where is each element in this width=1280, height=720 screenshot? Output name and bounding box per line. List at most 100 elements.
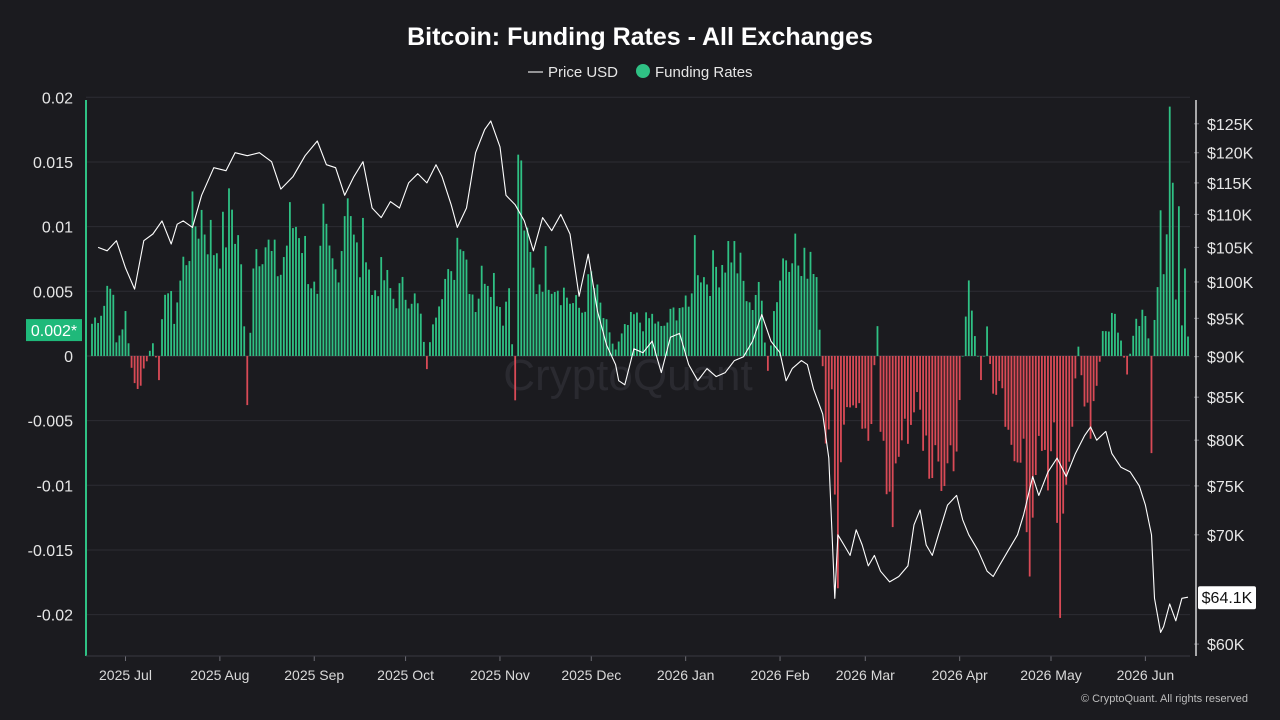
x-axis-tick-label: 2026 Mar <box>836 667 895 683</box>
x-axis-tick-label: 2025 Oct <box>377 667 434 683</box>
funding-bar <box>279 274 282 356</box>
funding-bar <box>891 355 894 528</box>
left-axis-tick-label: 0.01 <box>42 220 73 237</box>
funding-bar <box>532 267 535 356</box>
funding-bar <box>1050 355 1052 452</box>
funding-bar <box>301 253 303 356</box>
x-axis-tick-label: 2026 May <box>1020 667 1081 683</box>
funding-bar <box>800 276 803 356</box>
funding-bar <box>617 341 620 356</box>
funding-bar <box>897 355 900 457</box>
funding-bar <box>1104 331 1107 356</box>
funding-bar <box>447 269 450 356</box>
funding-bar <box>343 216 346 356</box>
legend-price-label[interactable]: Price USD <box>548 64 618 81</box>
funding-bar <box>334 269 337 356</box>
funding-bar <box>1147 338 1150 356</box>
funding-bar <box>544 246 547 356</box>
funding-bar <box>438 306 440 356</box>
funding-bar <box>556 290 559 356</box>
funding-bar <box>1065 355 1068 485</box>
funding-bar <box>167 293 170 356</box>
funding-bar <box>1068 355 1071 462</box>
funding-bar <box>970 310 973 356</box>
funding-bar <box>1174 299 1177 356</box>
funding-bar <box>867 355 870 441</box>
funding-bar <box>736 273 739 356</box>
funding-bar <box>760 300 763 356</box>
funding-bar <box>112 294 115 356</box>
funding-bar <box>179 280 182 356</box>
funding-bar <box>1098 355 1101 362</box>
funding-bar <box>849 355 851 408</box>
funding-bar <box>794 233 797 356</box>
funding-bar <box>355 242 358 356</box>
funding-bar <box>742 280 745 356</box>
funding-bar <box>151 343 154 356</box>
funding-bar <box>684 295 687 356</box>
funding-bar <box>1034 355 1037 475</box>
funding-bar <box>818 329 821 356</box>
funding-bar <box>931 355 934 479</box>
funding-bar <box>748 302 751 356</box>
funding-bar <box>836 355 839 589</box>
current-funding-label-bg <box>26 319 82 342</box>
funding-bar <box>770 345 772 356</box>
funding-bar <box>474 312 477 356</box>
funding-bar <box>288 202 291 356</box>
funding-bar <box>1086 355 1089 403</box>
funding-bar <box>206 254 209 356</box>
funding-bar <box>693 235 696 356</box>
funding-bar <box>1129 353 1132 356</box>
funding-bar <box>919 355 921 410</box>
left-axis-tick-label: 0.02 <box>42 90 73 107</box>
funding-bars <box>91 106 1189 618</box>
funding-bar <box>255 249 258 356</box>
funding-bar <box>212 255 215 356</box>
funding-bar <box>980 355 982 381</box>
funding-bar <box>483 283 486 356</box>
funding-bar <box>633 314 635 356</box>
funding-bar <box>170 291 173 356</box>
funding-bar <box>304 235 307 356</box>
funding-bar <box>109 288 112 356</box>
funding-bar <box>377 296 380 356</box>
legend-funding-label[interactable]: Funding Rates <box>655 64 753 81</box>
funding-bar <box>809 251 812 356</box>
funding-bar <box>547 289 550 356</box>
funding-bar <box>654 323 657 356</box>
funding-bar <box>1037 355 1040 436</box>
right-axis-tick-label: $80K <box>1207 433 1245 450</box>
current-price-value: $64.1K <box>1202 590 1253 607</box>
funding-bar <box>639 322 641 356</box>
funding-bar <box>864 355 867 429</box>
funding-bar <box>142 355 145 369</box>
funding-bar <box>608 332 611 356</box>
funding-bar <box>584 311 587 356</box>
x-axis-tick-label: 2025 Jul <box>99 667 152 683</box>
funding-bar <box>158 355 160 381</box>
funding-bar <box>724 272 727 356</box>
funding-bar <box>106 285 109 356</box>
funding-bar <box>779 280 781 356</box>
funding-bar <box>815 277 818 356</box>
funding-bar <box>572 303 574 356</box>
funding-bar <box>222 211 224 356</box>
funding-bar <box>718 287 721 356</box>
right-axis-tick-label: $85K <box>1207 390 1245 407</box>
funding-bar <box>252 268 255 356</box>
funding-bar <box>1184 268 1186 356</box>
funding-bar <box>477 298 480 356</box>
funding-bar <box>961 355 964 357</box>
funding-bar <box>1019 355 1022 463</box>
legend[interactable]: Price USD Funding Rates <box>528 64 753 81</box>
funding-bar <box>812 273 815 356</box>
funding-bar <box>645 312 647 356</box>
funding-bar <box>1013 355 1016 462</box>
funding-bar <box>1044 355 1046 450</box>
right-axis-tick-label: $110K <box>1207 207 1252 224</box>
funding-bar <box>130 355 133 368</box>
funding-bar <box>629 312 632 356</box>
